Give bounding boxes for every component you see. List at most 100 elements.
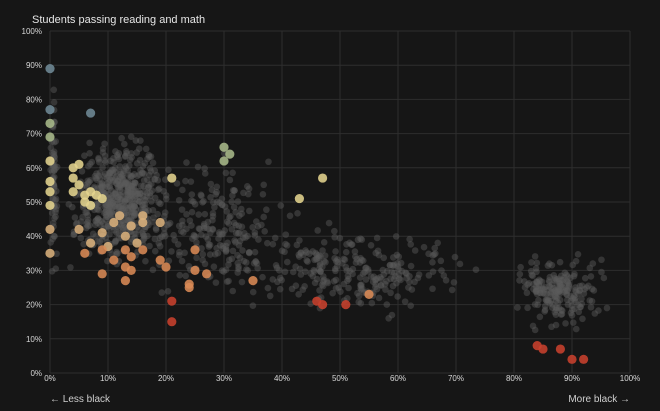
background-point <box>98 218 105 225</box>
background-point <box>393 251 401 259</box>
background-point <box>303 249 310 256</box>
background-point <box>148 180 155 188</box>
background-point <box>127 173 135 181</box>
background-point <box>148 198 155 205</box>
background-point <box>559 286 567 293</box>
background-point <box>532 265 540 272</box>
background-point <box>281 248 288 256</box>
background-point <box>546 273 554 281</box>
background-point <box>595 307 602 314</box>
background-point <box>434 239 442 247</box>
background-point <box>361 269 368 276</box>
background-point <box>124 186 132 193</box>
background-point <box>552 306 560 314</box>
background-point <box>547 292 554 300</box>
background-point <box>212 191 220 198</box>
background-point <box>141 201 149 208</box>
background-point <box>106 231 113 238</box>
data-point <box>68 163 78 173</box>
data-point <box>86 108 96 118</box>
data-point <box>126 252 136 262</box>
background-point <box>547 284 554 291</box>
background-point <box>140 236 147 243</box>
background-point <box>394 259 401 267</box>
background-point <box>50 195 57 203</box>
background-point <box>556 290 564 298</box>
background-point <box>429 252 437 259</box>
background-point <box>591 310 599 317</box>
background-point <box>86 139 93 147</box>
background-point <box>84 216 92 224</box>
background-point <box>126 196 133 203</box>
data-point <box>538 344 548 354</box>
background-point <box>170 231 177 239</box>
background-point <box>98 183 105 190</box>
x-tick-label: 60% <box>390 374 406 383</box>
background-point <box>357 281 364 289</box>
background-point <box>407 302 415 309</box>
background-point <box>151 175 158 183</box>
background-point <box>161 225 168 232</box>
background-point <box>118 179 126 187</box>
background-point <box>139 169 146 177</box>
background-point <box>134 190 141 198</box>
background-point <box>425 250 432 258</box>
background-point <box>295 290 302 298</box>
background-point <box>263 206 270 214</box>
background-point <box>253 260 261 267</box>
background-point <box>442 277 450 284</box>
background-point <box>106 200 114 208</box>
background-point <box>239 234 247 241</box>
background-point <box>124 181 132 189</box>
background-point <box>85 178 93 186</box>
x-tick-label: 10% <box>100 374 116 383</box>
background-point <box>531 253 539 260</box>
background-point <box>209 212 217 220</box>
background-point <box>118 175 126 183</box>
background-point <box>532 288 540 296</box>
background-point <box>345 284 352 292</box>
background-point <box>403 270 410 277</box>
background-point <box>145 183 153 191</box>
background-point <box>343 267 351 274</box>
background-point <box>222 247 230 254</box>
background-point <box>112 148 119 155</box>
background-point <box>585 282 592 290</box>
background-point <box>346 267 353 275</box>
background-point <box>124 178 132 185</box>
background-point <box>535 282 543 290</box>
background-point <box>148 187 156 194</box>
background-point <box>88 158 96 166</box>
background-point <box>546 260 553 268</box>
background-point <box>547 290 554 297</box>
background-point <box>420 243 428 251</box>
background-point <box>151 176 159 183</box>
y-tick-label: 40% <box>26 232 42 241</box>
data-point <box>155 217 165 228</box>
background-point <box>103 201 111 209</box>
background-point <box>130 212 138 220</box>
data-point <box>318 173 328 183</box>
background-point <box>563 291 571 299</box>
background-point <box>260 213 268 221</box>
background-point <box>314 227 322 234</box>
data-point <box>579 354 589 364</box>
background-point <box>332 257 340 265</box>
background-point <box>282 231 290 238</box>
background-point <box>390 261 398 268</box>
background-point <box>555 275 562 283</box>
background-point <box>432 250 439 257</box>
background-point <box>241 229 248 237</box>
background-point <box>345 275 352 283</box>
background-point <box>136 198 143 205</box>
background-point <box>535 296 542 304</box>
background-point <box>373 234 381 242</box>
background-point <box>50 86 58 94</box>
background-point <box>374 275 381 282</box>
background-point <box>77 218 85 225</box>
background-point <box>243 266 250 273</box>
background-point <box>536 277 544 285</box>
background-point <box>336 234 344 242</box>
background-point <box>574 290 582 297</box>
